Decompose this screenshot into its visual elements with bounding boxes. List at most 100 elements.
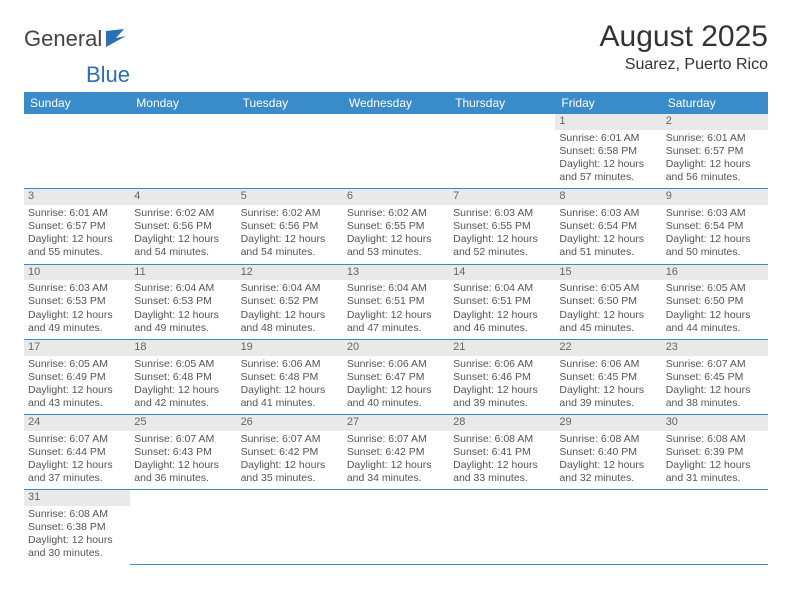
day-number: 6 xyxy=(343,189,449,205)
sunrise-text: Sunrise: 6:05 AM xyxy=(28,358,126,371)
sunset-text: Sunset: 6:44 PM xyxy=(28,446,126,459)
day-cell: 6Sunrise: 6:02 AMSunset: 6:55 PMDaylight… xyxy=(343,189,449,264)
sunrise-text: Sunrise: 6:07 AM xyxy=(134,433,232,446)
sunrise-text: Sunrise: 6:07 AM xyxy=(347,433,445,446)
weekday-header: Monday xyxy=(130,92,236,114)
daylight-text: Daylight: 12 hours and 53 minutes. xyxy=(347,233,445,259)
empty-cell xyxy=(237,490,343,565)
day-cell: 22Sunrise: 6:06 AMSunset: 6:45 PMDayligh… xyxy=(555,339,661,414)
sunset-text: Sunset: 6:56 PM xyxy=(134,220,232,233)
sunrise-text: Sunrise: 6:01 AM xyxy=(559,132,657,145)
sunrise-text: Sunrise: 6:06 AM xyxy=(347,358,445,371)
daylight-text: Daylight: 12 hours and 40 minutes. xyxy=(347,384,445,410)
daylight-text: Daylight: 12 hours and 47 minutes. xyxy=(347,309,445,335)
day-number: 11 xyxy=(130,265,236,281)
sunrise-text: Sunrise: 6:04 AM xyxy=(241,282,339,295)
sunset-text: Sunset: 6:53 PM xyxy=(134,295,232,308)
weekday-header: Friday xyxy=(555,92,661,114)
sunset-text: Sunset: 6:39 PM xyxy=(666,446,764,459)
day-number: 8 xyxy=(555,189,661,205)
daylight-text: Daylight: 12 hours and 49 minutes. xyxy=(134,309,232,335)
sunset-text: Sunset: 6:49 PM xyxy=(28,371,126,384)
sunrise-text: Sunrise: 6:05 AM xyxy=(559,282,657,295)
daylight-text: Daylight: 12 hours and 34 minutes. xyxy=(347,459,445,485)
day-number: 13 xyxy=(343,265,449,281)
empty-cell xyxy=(662,490,768,565)
weekday-header: Thursday xyxy=(449,92,555,114)
day-number: 26 xyxy=(237,415,343,431)
sunrise-text: Sunrise: 6:04 AM xyxy=(347,282,445,295)
daylight-text: Daylight: 12 hours and 32 minutes. xyxy=(559,459,657,485)
logo-text-general: General xyxy=(24,26,102,52)
daylight-text: Daylight: 12 hours and 54 minutes. xyxy=(241,233,339,259)
day-number: 18 xyxy=(130,340,236,356)
sunset-text: Sunset: 6:41 PM xyxy=(453,446,551,459)
daylight-text: Daylight: 12 hours and 39 minutes. xyxy=(559,384,657,410)
calendar-row: 31Sunrise: 6:08 AMSunset: 6:38 PMDayligh… xyxy=(24,490,768,565)
calendar-body: 1Sunrise: 6:01 AMSunset: 6:58 PMDaylight… xyxy=(24,114,768,565)
sunrise-text: Sunrise: 6:08 AM xyxy=(666,433,764,446)
sunrise-text: Sunrise: 6:08 AM xyxy=(559,433,657,446)
day-cell: 26Sunrise: 6:07 AMSunset: 6:42 PMDayligh… xyxy=(237,415,343,490)
day-cell: 18Sunrise: 6:05 AMSunset: 6:48 PMDayligh… xyxy=(130,339,236,414)
sunset-text: Sunset: 6:43 PM xyxy=(134,446,232,459)
day-cell: 23Sunrise: 6:07 AMSunset: 6:45 PMDayligh… xyxy=(662,339,768,414)
day-cell: 31Sunrise: 6:08 AMSunset: 6:38 PMDayligh… xyxy=(24,490,130,565)
daylight-text: Daylight: 12 hours and 48 minutes. xyxy=(241,309,339,335)
sunrise-text: Sunrise: 6:06 AM xyxy=(559,358,657,371)
sunrise-text: Sunrise: 6:03 AM xyxy=(559,207,657,220)
day-number: 5 xyxy=(237,189,343,205)
daylight-text: Daylight: 12 hours and 33 minutes. xyxy=(453,459,551,485)
day-number: 24 xyxy=(24,415,130,431)
sunrise-text: Sunrise: 6:03 AM xyxy=(28,282,126,295)
daylight-text: Daylight: 12 hours and 49 minutes. xyxy=(28,309,126,335)
sunset-text: Sunset: 6:48 PM xyxy=(134,371,232,384)
day-number: 10 xyxy=(24,265,130,281)
day-cell: 12Sunrise: 6:04 AMSunset: 6:52 PMDayligh… xyxy=(237,264,343,339)
empty-cell xyxy=(237,114,343,189)
day-cell: 19Sunrise: 6:06 AMSunset: 6:48 PMDayligh… xyxy=(237,339,343,414)
sunset-text: Sunset: 6:51 PM xyxy=(347,295,445,308)
day-number: 1 xyxy=(555,114,661,130)
daylight-text: Daylight: 12 hours and 39 minutes. xyxy=(453,384,551,410)
logo: General xyxy=(24,26,134,52)
day-cell: 3Sunrise: 6:01 AMSunset: 6:57 PMDaylight… xyxy=(24,189,130,264)
weekday-header: Wednesday xyxy=(343,92,449,114)
daylight-text: Daylight: 12 hours and 44 minutes. xyxy=(666,309,764,335)
empty-cell xyxy=(343,490,449,565)
sunset-text: Sunset: 6:45 PM xyxy=(666,371,764,384)
day-cell: 15Sunrise: 6:05 AMSunset: 6:50 PMDayligh… xyxy=(555,264,661,339)
sunrise-text: Sunrise: 6:07 AM xyxy=(666,358,764,371)
sunrise-text: Sunrise: 6:01 AM xyxy=(28,207,126,220)
sunset-text: Sunset: 6:42 PM xyxy=(347,446,445,459)
sunrise-text: Sunrise: 6:01 AM xyxy=(666,132,764,145)
day-number: 20 xyxy=(343,340,449,356)
sunset-text: Sunset: 6:51 PM xyxy=(453,295,551,308)
day-cell: 1Sunrise: 6:01 AMSunset: 6:58 PMDaylight… xyxy=(555,114,661,189)
daylight-text: Daylight: 12 hours and 55 minutes. xyxy=(28,233,126,259)
sunset-text: Sunset: 6:46 PM xyxy=(453,371,551,384)
daylight-text: Daylight: 12 hours and 42 minutes. xyxy=(134,384,232,410)
weekday-header: Tuesday xyxy=(237,92,343,114)
calendar-row: 24Sunrise: 6:07 AMSunset: 6:44 PMDayligh… xyxy=(24,415,768,490)
day-number: 28 xyxy=(449,415,555,431)
weekday-header: Saturday xyxy=(662,92,768,114)
day-cell: 14Sunrise: 6:04 AMSunset: 6:51 PMDayligh… xyxy=(449,264,555,339)
day-cell: 9Sunrise: 6:03 AMSunset: 6:54 PMDaylight… xyxy=(662,189,768,264)
sunrise-text: Sunrise: 6:07 AM xyxy=(28,433,126,446)
daylight-text: Daylight: 12 hours and 50 minutes. xyxy=(666,233,764,259)
daylight-text: Daylight: 12 hours and 54 minutes. xyxy=(134,233,232,259)
day-number: 19 xyxy=(237,340,343,356)
sunset-text: Sunset: 6:47 PM xyxy=(347,371,445,384)
day-cell: 10Sunrise: 6:03 AMSunset: 6:53 PMDayligh… xyxy=(24,264,130,339)
sunset-text: Sunset: 6:57 PM xyxy=(666,145,764,158)
daylight-text: Daylight: 12 hours and 56 minutes. xyxy=(666,158,764,184)
day-number: 12 xyxy=(237,265,343,281)
sunset-text: Sunset: 6:50 PM xyxy=(666,295,764,308)
sunset-text: Sunset: 6:58 PM xyxy=(559,145,657,158)
day-cell: 29Sunrise: 6:08 AMSunset: 6:40 PMDayligh… xyxy=(555,415,661,490)
day-cell: 7Sunrise: 6:03 AMSunset: 6:55 PMDaylight… xyxy=(449,189,555,264)
day-cell: 13Sunrise: 6:04 AMSunset: 6:51 PMDayligh… xyxy=(343,264,449,339)
day-cell: 27Sunrise: 6:07 AMSunset: 6:42 PMDayligh… xyxy=(343,415,449,490)
sunset-text: Sunset: 6:52 PM xyxy=(241,295,339,308)
